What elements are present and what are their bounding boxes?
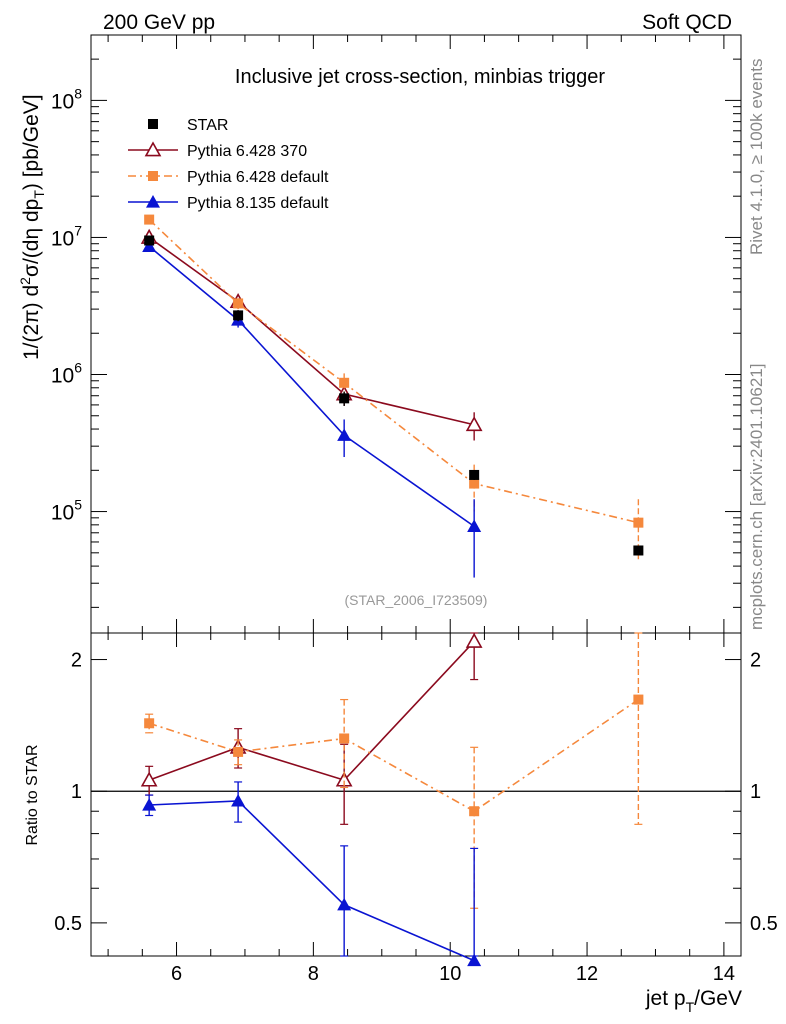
legend-label-pythia-8-135-default: Pythia 8.135 default <box>187 195 329 212</box>
main-y-axis-label: 1/(2π) d2σ/(dη dpT) [pb/GeV] <box>17 94 47 360</box>
x-tick-label: 12 <box>576 963 598 985</box>
ratio-point-pythia-6-428-default <box>339 733 350 744</box>
point-star <box>339 393 350 404</box>
point-star <box>469 469 480 480</box>
ratio-point-pythia-8-135-default <box>142 797 157 811</box>
legend-marker-pythia-8-135-default <box>146 195 160 208</box>
legend-marker-pythia-6-428-370 <box>144 141 162 157</box>
ratio-tick-label-right: 1 <box>750 781 761 803</box>
y-tick-label: 105 <box>51 497 82 525</box>
ratio-tick-label-right: 2 <box>750 650 761 672</box>
ratio-point-pythia-8-135-default <box>337 897 352 911</box>
ratio-tick-label-left: 1 <box>71 781 82 803</box>
analysis-id-label: (STAR_2006_I723509) <box>345 592 488 608</box>
x-tick-label: 6 <box>171 963 182 985</box>
point-pythia-8-135-default <box>467 519 482 532</box>
header-right-label: Soft QCD <box>642 11 732 34</box>
legend-marker-pythia-6-428-default <box>148 171 158 181</box>
mcplots-label: mcplots.cern.ch [arXiv:2401.10621] <box>747 364 766 630</box>
svg-text:jet pT/GeV: jet pT/GeV <box>645 987 742 1015</box>
legend-label-pythia-6-428-370: Pythia 6.428 370 <box>187 143 307 160</box>
legend-label-pythia-6-428-default: Pythia 6.428 default <box>187 169 329 186</box>
ratio-tick-label-left: 2 <box>71 650 82 672</box>
y-tick-label: 107 <box>51 222 82 250</box>
svg-text:1/(2π) d2σ/(dη dpT) [pb/GeV]: 1/(2π) d2σ/(dη dpT) [pb/GeV] <box>17 94 47 360</box>
ratio-point-pythia-6-428-default <box>144 718 155 729</box>
legend-label-star: STAR <box>187 117 228 134</box>
ratio-point-pythia-6-428-default <box>469 806 480 817</box>
header-left-label: 200 GeV pp <box>103 11 215 34</box>
point-pythia-6-428-default <box>633 517 644 528</box>
ratio-panel-frame <box>90 632 742 957</box>
series-line-pythia-6-428-370 <box>148 236 475 426</box>
legend: STAR Pythia 6.428 370 Pythia 6.428 default… <box>128 117 329 212</box>
x-tick-label: 10 <box>439 963 461 985</box>
ratio-line-pythia-6-428-370 <box>148 640 475 782</box>
plot-title: Inclusive jet cross-section, minbias tri… <box>235 66 605 88</box>
rivet-version-label: Rivet 4.1.0, ≥ 100k events <box>747 59 766 255</box>
point-star <box>233 310 244 321</box>
ratio-y-axis-label: Ratio to STAR <box>24 744 41 845</box>
y-tick-label: 106 <box>51 360 82 388</box>
series-line-pythia-6-428-default <box>148 219 639 524</box>
ratio-point-pythia-6-428-default <box>633 694 644 705</box>
data-marks-group <box>140 214 644 967</box>
x-axis-label: jet pT/GeV <box>645 987 742 1015</box>
ratio-point-pythia-6-428-370 <box>140 771 158 787</box>
x-tick-label: 14 <box>713 963 735 985</box>
legend-marker-star <box>148 119 158 129</box>
point-pythia-6-428-default <box>469 478 480 489</box>
x-tick-label: 8 <box>308 963 319 985</box>
ratio-tick-label-left: 0.5 <box>54 913 82 935</box>
ratio-line-pythia-8-135-default <box>149 800 475 962</box>
ratio-point-pythia-6-428-default <box>233 746 244 757</box>
ratio-point-pythia-6-428-370 <box>465 632 483 648</box>
point-pythia-8-135-default <box>337 428 352 441</box>
point-star <box>144 235 155 246</box>
point-pythia-6-428-default <box>339 377 350 388</box>
point-pythia-6-428-default <box>233 298 244 309</box>
point-pythia-6-428-default <box>144 214 155 225</box>
ratio-tick-label-right: 0.5 <box>750 913 778 935</box>
ratio-point-pythia-8-135-default <box>231 793 246 807</box>
y-tick-label: 108 <box>51 85 82 113</box>
series-line-pythia-8-135-default <box>148 245 475 528</box>
point-star <box>633 545 644 556</box>
point-pythia-8-135-default <box>142 239 157 253</box>
point-pythia-6-428-370 <box>465 416 483 432</box>
ratio-point-pythia-8-135-default <box>467 953 482 967</box>
ratio-line-pythia-6-428-default <box>148 698 639 813</box>
